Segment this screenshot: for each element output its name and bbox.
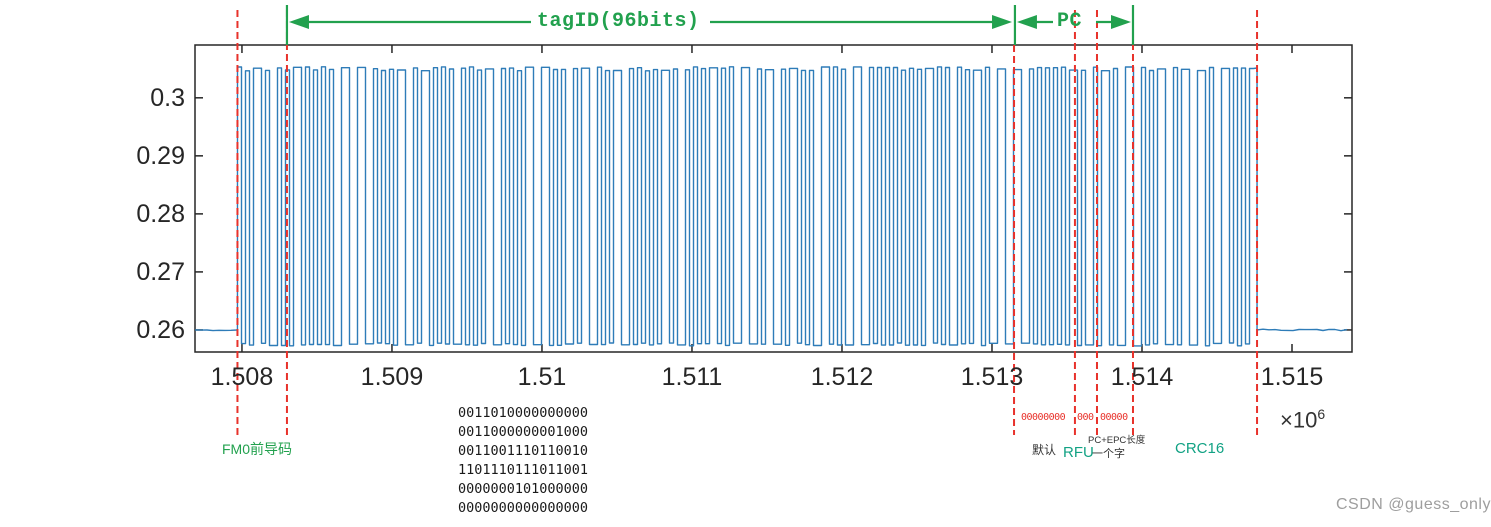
pc-epc-length-label: PC+EPC长度 — [1088, 435, 1146, 446]
y-tick-label: 0.26 — [136, 315, 185, 344]
y-tick-label: 0.3 — [150, 83, 185, 112]
y-tick-label: 0.29 — [136, 141, 185, 170]
pc-section-label: PC — [1057, 10, 1083, 33]
pc-bits-length: 00000 — [1100, 412, 1128, 423]
arrowhead-left — [1016, 15, 1037, 29]
crc16-label: CRC16 — [1175, 440, 1225, 457]
rfu-label: RFU — [1063, 444, 1094, 461]
tagid-section-label: tagID(96bits) — [537, 10, 700, 33]
waveform-path — [194, 66, 1348, 347]
arrowhead-left — [288, 15, 309, 29]
x-tick-label: 1.51 — [517, 363, 567, 391]
x-tick-label: 1.509 — [360, 363, 424, 391]
plot-box — [194, 44, 1353, 353]
binary-line: 0011001110110010 — [458, 443, 589, 459]
x-tick-label: 1.513 — [960, 363, 1024, 391]
default-label: 默认 — [1032, 443, 1057, 457]
binary-line: 0000000101000000 — [458, 481, 589, 497]
pc-bits-rfu: 000 — [1077, 412, 1094, 423]
arrowhead-right — [992, 15, 1013, 29]
pc-bits-default: 00000000 — [1021, 412, 1066, 423]
fm0-preamble-label: FM0前导码 — [222, 441, 292, 457]
watermark: CSDN @guess_only — [1336, 496, 1491, 513]
x-tick-label: 1.511 — [661, 363, 723, 391]
binary-line: 0000000000000000 — [458, 500, 589, 516]
one-word-label: 一个字 — [1092, 448, 1125, 460]
y-tick-label: 0.27 — [136, 257, 185, 286]
binary-line: 0011000000001000 — [458, 424, 589, 440]
tagid-binary-block: 0011010000000000 0011000000001000 00110011… — [458, 404, 588, 518]
y-tick-label: 0.28 — [136, 199, 185, 228]
x-tick-label: 1.508 — [210, 363, 274, 391]
binary-line: 0011010000000000 — [458, 405, 589, 421]
binary-line: 1101110111011001 — [458, 462, 589, 478]
x-axis-multiplier: ×106 — [1280, 406, 1326, 433]
arrowhead-right — [1110, 15, 1131, 29]
x-tick-label: 1.514 — [1110, 363, 1174, 391]
x-tick-label: 1.515 — [1260, 363, 1324, 391]
x-tick-label: 1.512 — [810, 363, 874, 391]
